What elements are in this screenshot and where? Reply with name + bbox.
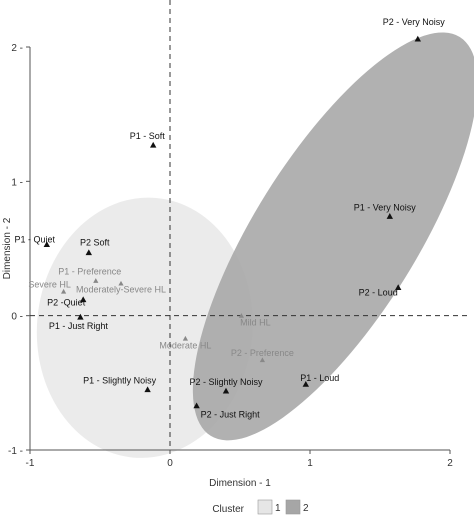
x-tick-label: 1 [307,458,313,469]
data-point-label: P1 - Just Right [49,321,109,331]
data-point-marker [238,313,244,318]
data-point-label: P2 Soft [80,238,110,248]
data-point-label: P2 - Slightly Noisy [189,377,263,387]
axes [29,0,470,451]
data-point-marker [386,213,393,219]
cluster-regions [36,32,474,458]
data-point-label: Moderately-Severe HL [76,284,166,294]
y-tick-label: 2 - [11,43,23,54]
legend-swatch [285,499,301,515]
data-point-marker [118,280,124,286]
data-point-label: P1 - Loud [300,373,339,383]
x-tick-label: 2 [447,458,453,469]
legend-label: 2 [303,503,309,514]
data-point-label: Moderate HL [159,341,211,351]
data-point-label: P1 - Slightly Noisy [83,376,157,386]
data-point-marker [61,288,67,294]
data-point-label: P1 - Preference [58,267,121,277]
data-point-label: Mild HL [240,318,271,328]
y-axis-label: Dimension - 2 [2,217,13,279]
data-point-label: P2 - Loud [359,287,398,297]
data-point-marker [150,141,157,148]
data-point-marker [43,241,50,248]
y-tick-label: 0 - [11,312,23,323]
data-point-label: P2 - Preference [231,348,294,358]
data-point-marker [193,402,200,409]
legend-title: Cluster [212,504,244,515]
data-point-marker [85,249,92,256]
cluster-2-region [192,32,474,441]
data-point-marker [222,387,230,394]
data-point-marker [77,313,84,320]
data-point-label: P1 - Very Noisy [354,202,417,212]
data-point-marker [414,35,421,42]
data-point-marker [259,357,265,363]
data-point-label: P2 - Very Noisy [383,17,446,27]
x-axis-label: Dimension - 1 [209,478,271,489]
data-point-label: Severe HL [28,279,71,289]
data-points: P2 - Very Noisy P1 - Soft P1 - Very Noisy P… [15,17,446,420]
data-point-label: P2 - Just Right [201,410,261,420]
legend-label: 1 [275,503,281,514]
data-point-marker [182,335,188,341]
y-tick-label: -1 - [8,446,23,457]
x-tick-label: -1 [26,458,35,469]
data-point-label: P1 - Soft [130,131,166,141]
data-point-label: P1 - Quiet [15,234,56,244]
data-point-marker [93,278,99,283]
data-point-marker [395,284,402,291]
y-tick-label: 1 - [11,177,23,188]
data-point-marker [144,386,151,393]
legend-swatch [257,499,273,515]
data-point-marker [80,296,87,303]
x-tick-label: 0 [167,458,173,469]
data-point-label: P2 -Quiet [47,298,86,308]
tick-labels: -1 0 1 2 -1 - 0 - 1 - 2 - [8,43,453,469]
data-point-marker [302,380,309,387]
